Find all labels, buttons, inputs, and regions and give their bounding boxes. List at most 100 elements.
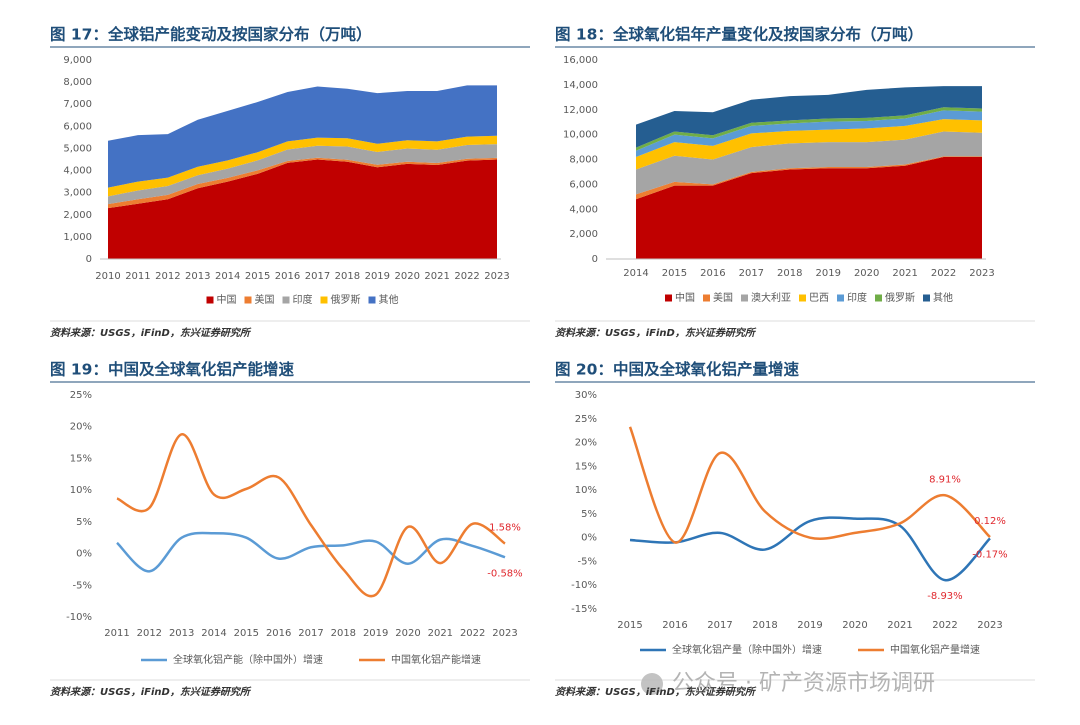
x-tick-label: 2022: [931, 268, 956, 279]
x-tick-label: 2013: [169, 628, 194, 639]
x-tick-label: 2012: [155, 271, 180, 282]
area: [636, 131, 982, 195]
legend-swatch: [282, 296, 290, 304]
x-tick-label: 2014: [215, 271, 240, 282]
x-tick-label: 2017: [305, 271, 330, 282]
x-tick-label: 2017: [298, 628, 323, 639]
x-tick-label: 2023: [492, 628, 517, 639]
y-tick-label: -15%: [571, 604, 597, 615]
x-tick-label: 2015: [245, 271, 270, 282]
x-tick-label: 2010: [95, 271, 120, 282]
y-tick-label: -10%: [66, 612, 92, 623]
y-tick-label: 20%: [575, 438, 597, 449]
chart-title: 图 18：全球氧化铝年产量变化及按国家分布（万吨）: [555, 25, 923, 44]
x-tick-label: 2013: [185, 271, 210, 282]
source: 资料来源：USGS，iFinD，东兴证券研究所: [50, 686, 252, 698]
value-label: -0.17%: [972, 549, 1007, 560]
area: [108, 159, 497, 259]
x-tick-label: 2018: [752, 620, 777, 631]
x-tick-label: 2016: [266, 628, 291, 639]
legend-item: 澳大利亚: [741, 291, 791, 304]
chart-title: 图 20：中国及全球氧化铝产量增速: [555, 360, 799, 379]
value-label: 8.91%: [929, 474, 961, 485]
x-tick-label: 2014: [623, 268, 648, 279]
legend-swatch: [368, 296, 376, 304]
legend-item: 中国: [206, 293, 237, 306]
x-tick-label: 2021: [424, 271, 449, 282]
legend-swatch: [837, 294, 844, 302]
x-tick-label: 2022: [454, 271, 479, 282]
legend-item: 俄罗斯: [875, 291, 915, 304]
x-tick-label: 2014: [201, 628, 226, 639]
legend-item: 中国氧化铝产能增速: [359, 653, 481, 666]
chart-title: 图 17：全球铝产能变动及按国家分布（万吨）: [50, 25, 371, 44]
x-tick-label: 2020: [842, 620, 867, 631]
watermark: 公众号 · 矿产资源市场调研: [672, 671, 935, 696]
chart-title: 图 19：中国及全球氧化铝产能增速: [50, 360, 294, 379]
y-tick-label: 4,000: [569, 204, 598, 215]
x-tick-label: 2015: [662, 268, 687, 279]
y-tick-label: 5%: [76, 517, 92, 528]
legend-label: 中国: [675, 291, 695, 304]
area: [636, 86, 982, 148]
legend-swatch: [244, 296, 252, 304]
legend-label: 印度: [847, 291, 867, 304]
legend-swatch: [875, 294, 882, 302]
x-tick-label: 2019: [363, 628, 388, 639]
source: 资料来源：USGS，iFinD，东兴证券研究所: [555, 686, 757, 698]
y-tick-label: 12,000: [563, 105, 598, 116]
x-tick-label: 2018: [335, 271, 360, 282]
y-tick-label: -5%: [73, 580, 92, 591]
x-tick-label: 2021: [887, 620, 912, 631]
line: [116, 433, 506, 598]
legend-swatch: [206, 296, 214, 304]
x-tick-label: 2022: [460, 628, 485, 639]
x-tick-label: 2018: [777, 268, 802, 279]
y-tick-label: 16,000: [563, 55, 598, 66]
x-tick-label: 2016: [275, 271, 300, 282]
legend-swatch: [703, 294, 710, 302]
legend-item: 巴西: [799, 292, 829, 304]
y-tick-label: 5%: [581, 509, 597, 520]
area: [108, 135, 497, 197]
y-tick-label: 2,000: [569, 229, 598, 240]
y-tick-label: 30%: [575, 390, 597, 401]
y-tick-label: 7,000: [63, 99, 92, 110]
y-tick-label: 10%: [575, 485, 597, 496]
x-tick-label: 2016: [662, 620, 687, 631]
legend-swatch: [665, 294, 672, 302]
x-tick-label: 2023: [977, 620, 1002, 631]
y-tick-label: 15%: [70, 453, 92, 464]
x-tick-label: 2016: [700, 268, 725, 279]
x-tick-label: 2018: [331, 628, 356, 639]
source: 资料来源：USGS，iFinD，东兴证券研究所: [50, 327, 252, 339]
area: [108, 85, 497, 188]
legend-label: 中国: [217, 293, 237, 306]
line: [628, 426, 991, 544]
x-tick-label: 2017: [739, 268, 764, 279]
area: [636, 157, 982, 259]
area: [636, 107, 982, 151]
x-tick-label: 2019: [797, 620, 822, 631]
area: [636, 110, 982, 158]
y-tick-label: 0%: [581, 533, 597, 544]
x-tick-label: 2019: [815, 268, 840, 279]
legend-label: 巴西: [809, 292, 829, 304]
y-tick-label: 0: [592, 254, 598, 265]
x-tick-label: 2011: [104, 628, 129, 639]
legend-label: 美国: [255, 293, 275, 306]
legend-item: 其他: [923, 291, 953, 304]
x-tick-label: 2020: [854, 268, 879, 279]
x-tick-label: 2015: [617, 620, 642, 631]
legend-label: 俄罗斯: [885, 291, 915, 304]
legend-item: 印度: [837, 291, 867, 304]
legend-label: 澳大利亚: [751, 291, 791, 304]
y-tick-label: 3,000: [63, 188, 92, 199]
x-tick-label: 2023: [484, 271, 509, 282]
y-tick-label: 10%: [70, 485, 92, 496]
legend-item: 其他: [368, 293, 399, 306]
legend-item: 中国: [665, 291, 695, 304]
line: [629, 516, 991, 582]
y-tick-label: 8,000: [569, 155, 598, 166]
area: [108, 144, 497, 205]
